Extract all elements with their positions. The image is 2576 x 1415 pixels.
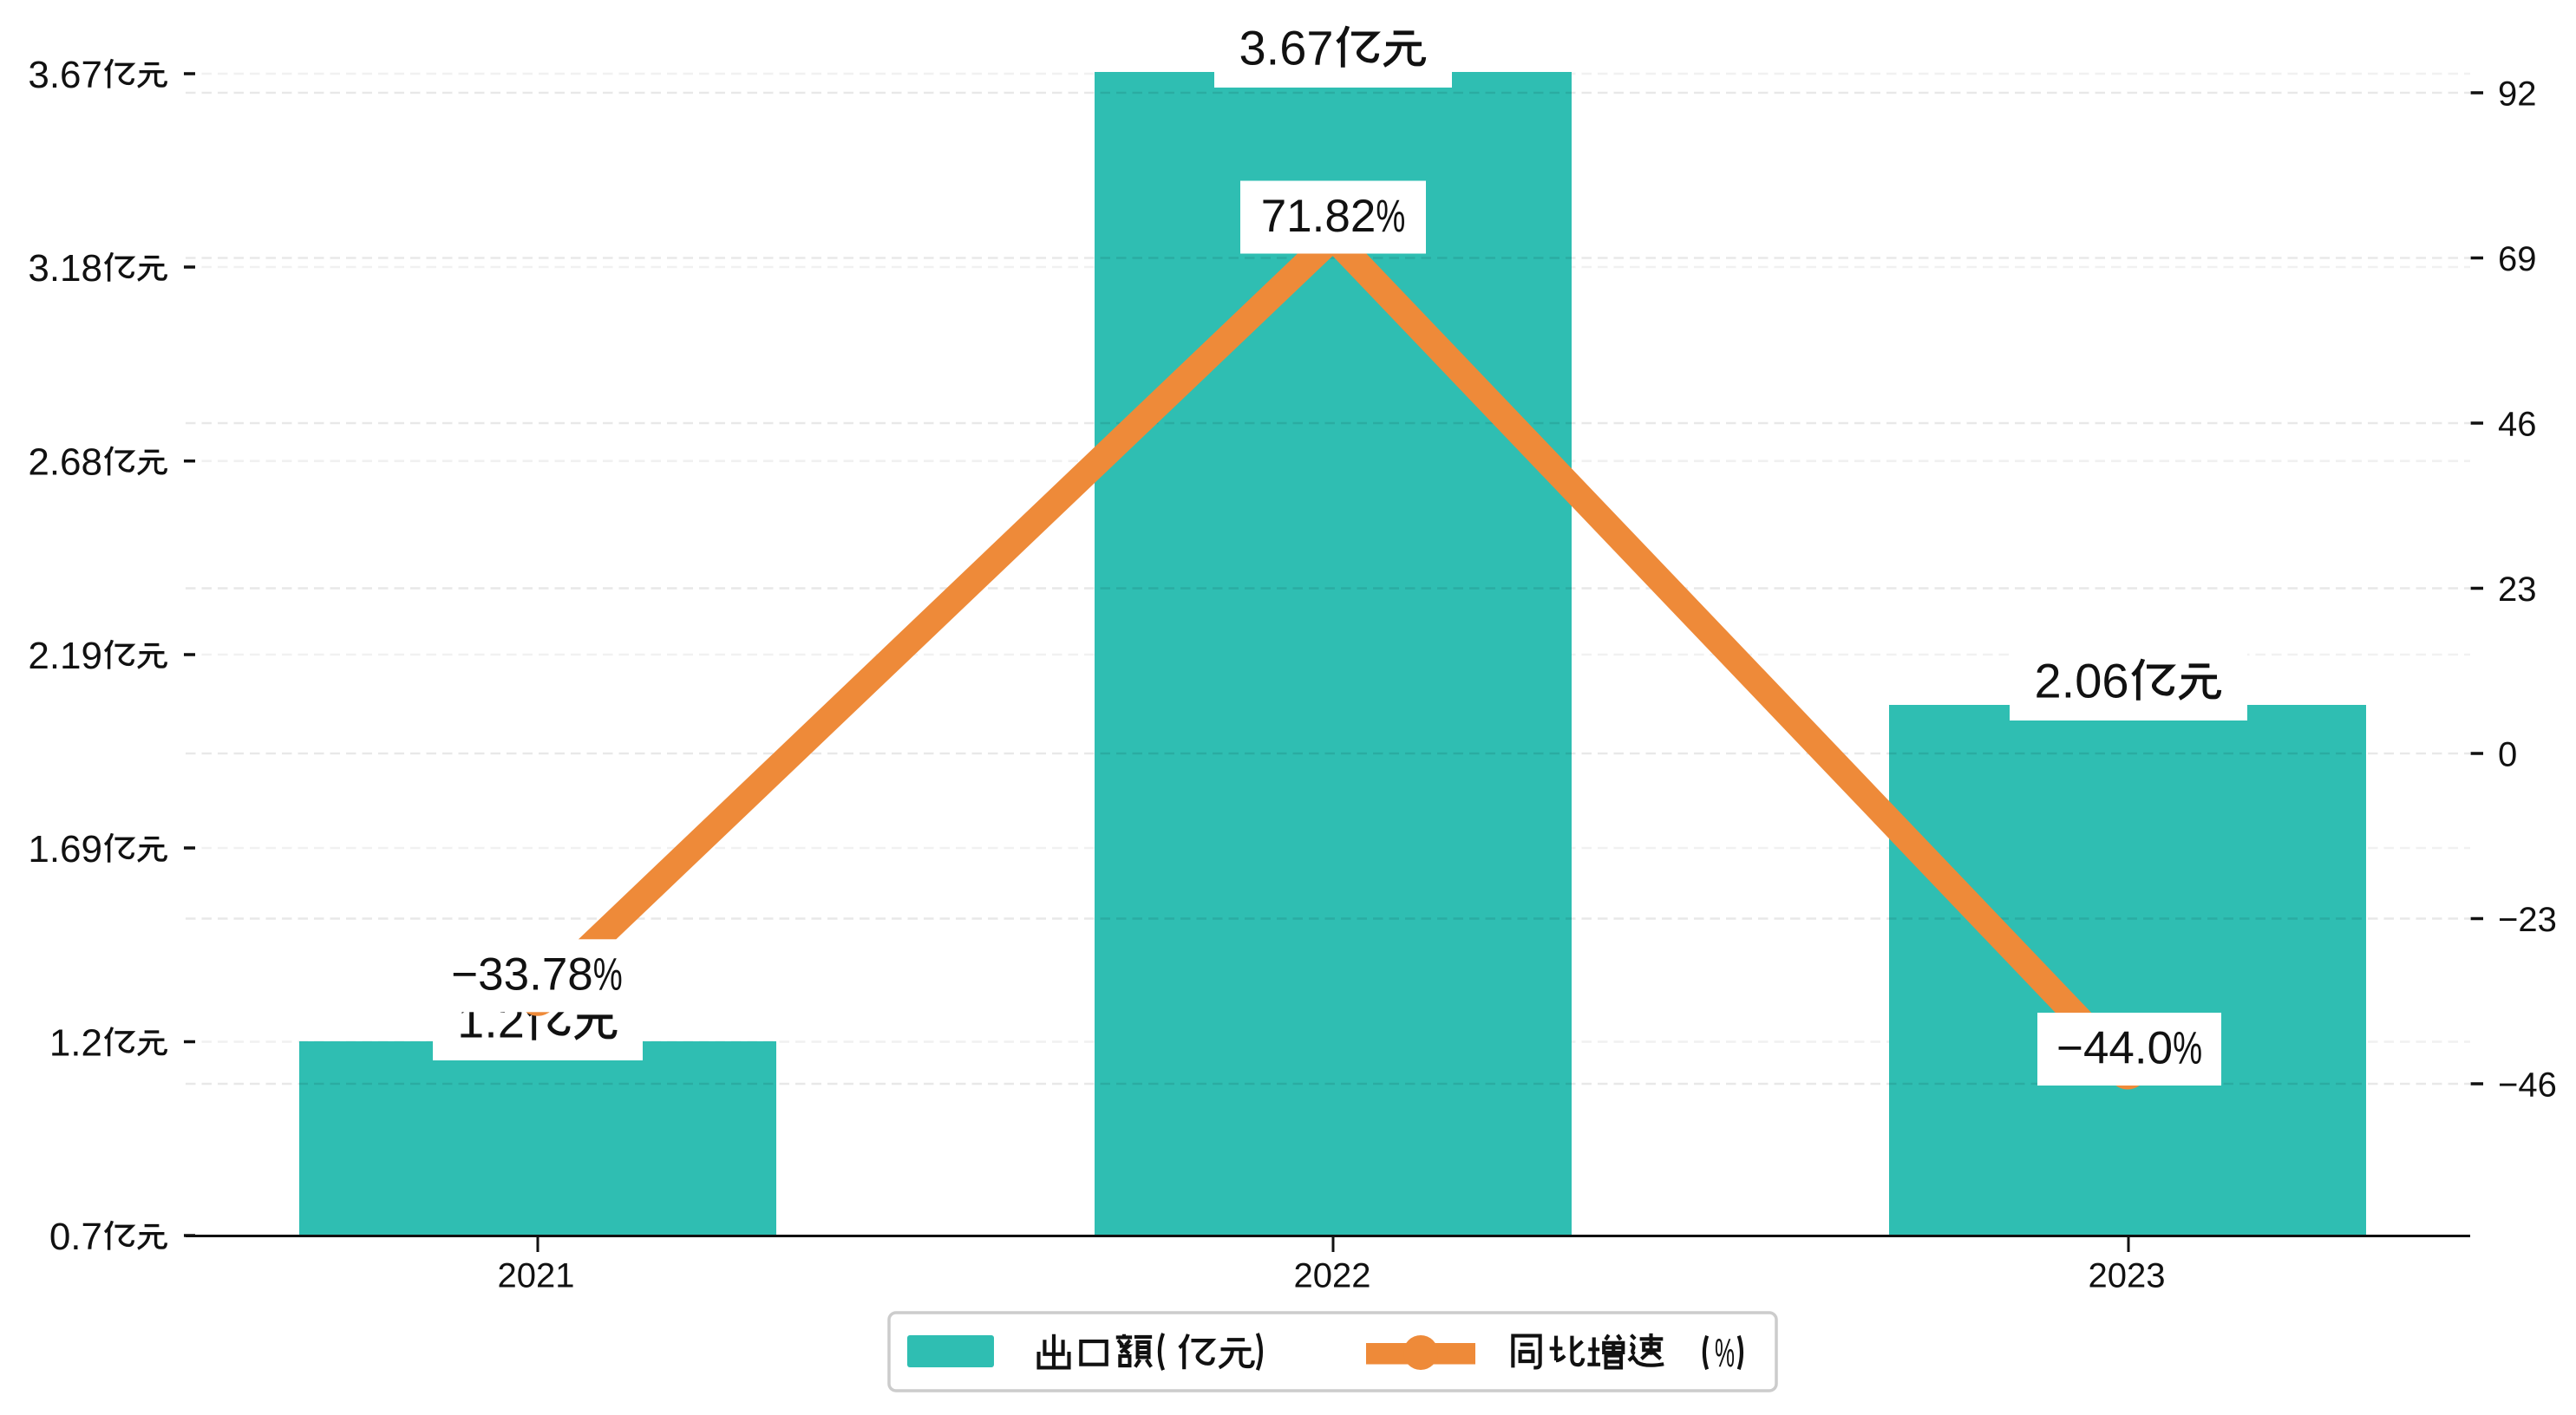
svg-text:−23: −23 xyxy=(2498,901,2557,939)
svg-text:92: 92 xyxy=(2498,75,2537,114)
svg-text:1.2: 1.2 xyxy=(49,1022,102,1065)
svg-text:3.67: 3.67 xyxy=(28,54,102,96)
svg-text:0.7: 0.7 xyxy=(49,1216,102,1258)
svg-text:−44.0%: −44.0% xyxy=(2056,1022,2202,1073)
svg-text:2022: 2022 xyxy=(1294,1257,1371,1295)
svg-text:2.19: 2.19 xyxy=(28,635,102,677)
svg-text:2021: 2021 xyxy=(498,1257,575,1295)
svg-text:71.82%: 71.82% xyxy=(1261,191,1406,242)
svg-text:1.69: 1.69 xyxy=(28,828,102,871)
svg-text:69: 69 xyxy=(2498,240,2537,278)
svg-text:3.18: 3.18 xyxy=(28,247,102,290)
svg-text:3.67: 3.67 xyxy=(1239,20,1334,75)
svg-text:%: % xyxy=(1715,1330,1735,1375)
svg-text:46: 46 xyxy=(2498,406,2537,444)
svg-text:2023: 2023 xyxy=(2089,1257,2166,1295)
svg-text:−46: −46 xyxy=(2498,1066,2557,1105)
svg-text:2.68: 2.68 xyxy=(28,441,102,484)
svg-text:−33.78%: −33.78% xyxy=(451,949,623,1001)
svg-text:2.06: 2.06 xyxy=(2035,653,2129,708)
svg-text:23: 23 xyxy=(2498,571,2537,609)
svg-text:0: 0 xyxy=(2498,736,2517,774)
